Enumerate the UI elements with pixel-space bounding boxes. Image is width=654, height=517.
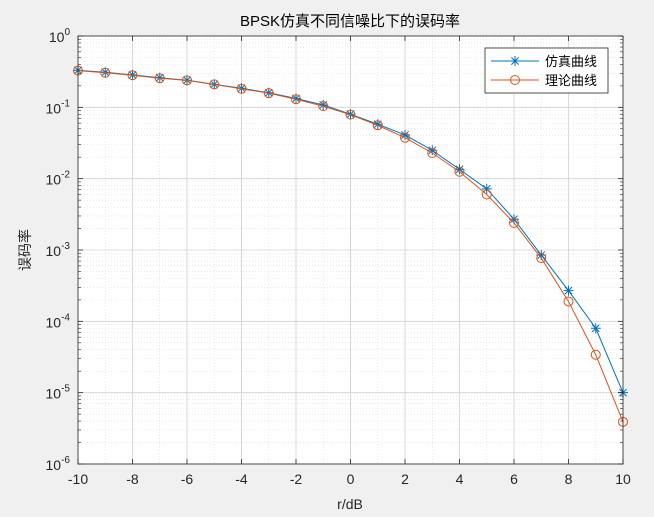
x-tick-label: 4 [456, 471, 464, 487]
x-tick-label: 10 [615, 471, 631, 487]
data-point-asterisk [454, 164, 465, 175]
data-point-circle [372, 120, 383, 131]
legend-box [484, 47, 609, 94]
legend-entry: 仿真曲线 [491, 54, 597, 69]
data-point-circle [454, 166, 465, 177]
data-point-circle [481, 189, 492, 200]
data-point-circle [345, 109, 356, 120]
data-point-circle [236, 83, 247, 94]
legend-label: 理论曲线 [545, 73, 597, 88]
data-point-circle [154, 73, 165, 84]
x-tick-label: 2 [401, 471, 409, 487]
x-tick-label: -2 [290, 471, 303, 487]
data-point-circle [400, 132, 410, 143]
data-point-circle [209, 79, 220, 90]
data-point-circle [263, 88, 274, 99]
data-point-asterisk [427, 145, 438, 156]
series-theoretical [73, 65, 628, 427]
y-tick-label: 10-6 [46, 455, 71, 473]
x-tick-label: 8 [565, 471, 573, 487]
data-point-asterisk [536, 250, 547, 261]
x-tick-label: 6 [510, 471, 518, 487]
series-line [77, 70, 624, 423]
x-tick-label: -8 [126, 471, 139, 487]
data-point-asterisk [481, 183, 492, 194]
y-tick-label: 10-4 [46, 312, 71, 330]
data-point-asterisk [563, 285, 574, 296]
data-point-circle [127, 70, 138, 81]
data-point-asterisk [291, 93, 301, 104]
ticks [77, 35, 624, 465]
data-point-asterisk [509, 214, 519, 225]
data-point-asterisk [100, 67, 111, 78]
y-tick-label: 10-1 [46, 98, 71, 116]
series-layer [73, 65, 628, 427]
data-point-circle [100, 67, 111, 78]
data-point-asterisk [510, 56, 520, 66]
chart-title: BPSK仿真不同信噪比下的误码率 [240, 12, 460, 30]
x-tick-label: 0 [347, 471, 355, 487]
data-point-asterisk [372, 119, 383, 130]
data-point-circle [318, 101, 329, 112]
x-axis-label: r/dB [337, 496, 363, 512]
data-point-circle [182, 75, 192, 86]
data-point-circle [536, 253, 547, 264]
y-tick-label: 10-2 [46, 170, 71, 188]
data-point-circle [563, 296, 574, 307]
data-point-asterisk [590, 323, 601, 334]
y-axis-label: 误码率 [17, 229, 33, 271]
data-point-circle [590, 349, 601, 360]
tick-labels: -10 -8 -6 -4 -2 0 2 4 6 8 10 100 10-1 10-2 10-3 10-4 10-… [46, 27, 631, 487]
x-tick-label: -4 [235, 471, 248, 487]
data-point-circle [427, 147, 438, 158]
data-point-asterisk [318, 99, 329, 110]
data-point-asterisk [400, 129, 410, 140]
data-point-circle [510, 75, 520, 85]
x-tick-label: -6 [181, 471, 194, 487]
x-tick-label: -10 [68, 471, 88, 487]
y-tick-label: 10-5 [46, 384, 71, 402]
legend-entry: 理论曲线 [491, 73, 597, 88]
legend-label: 仿真曲线 [545, 54, 597, 69]
y-tick-label: 10-3 [46, 241, 71, 259]
data-point-circle [509, 217, 519, 228]
data-point-circle [291, 94, 301, 105]
y-tick-label: 100 [49, 27, 71, 45]
